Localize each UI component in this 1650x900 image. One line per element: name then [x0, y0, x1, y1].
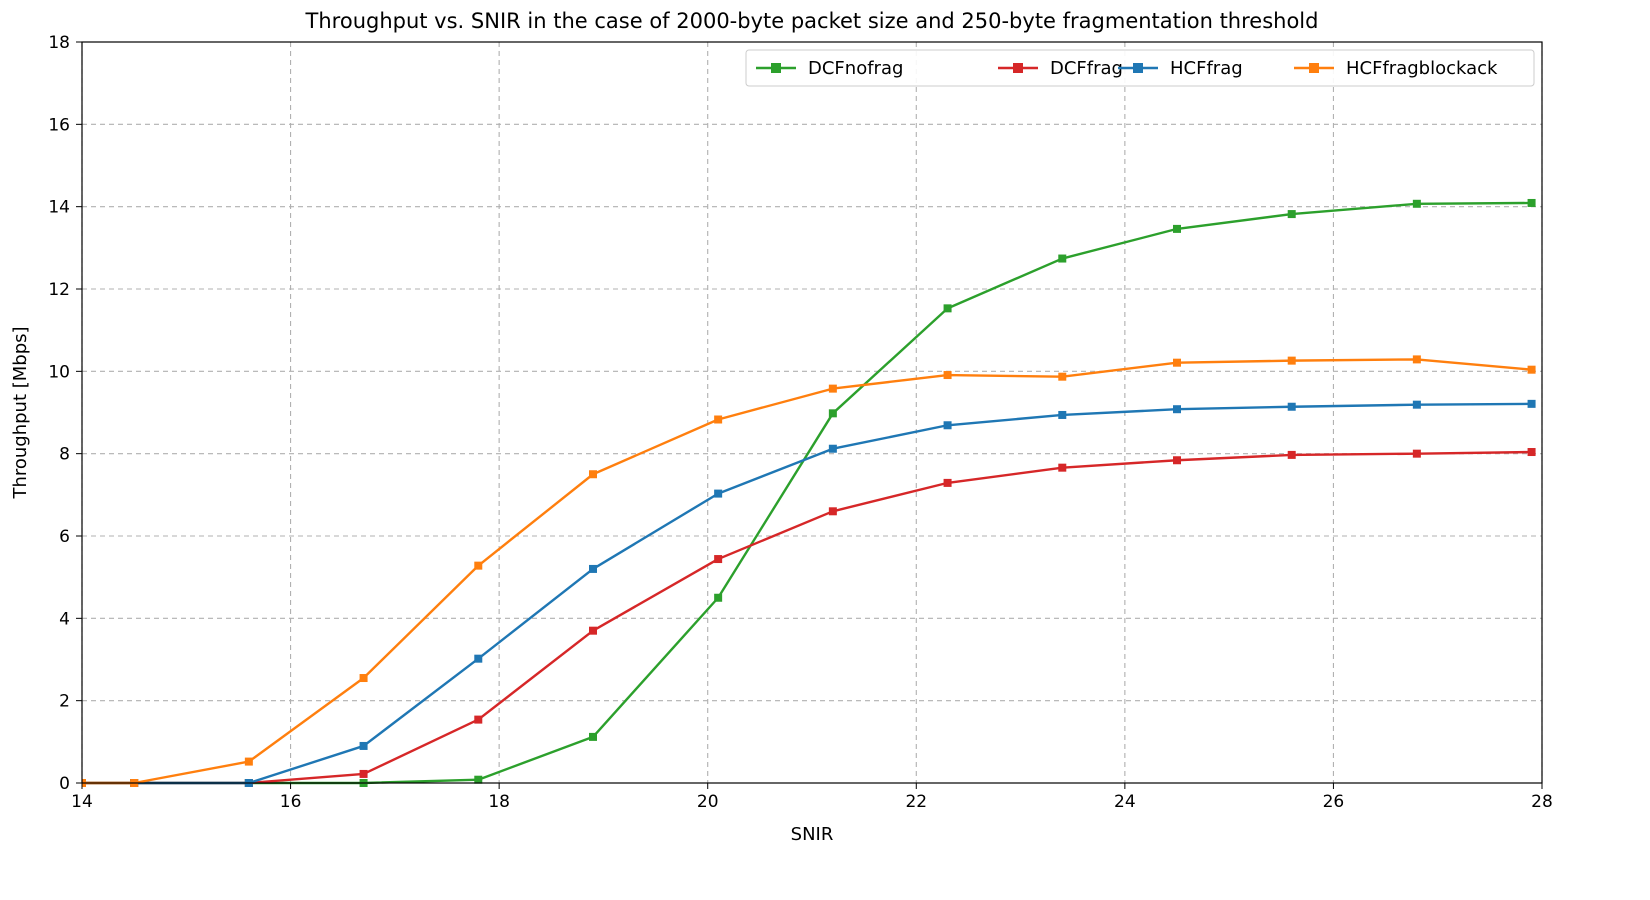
- data-point-DCFnofrag: [828, 409, 837, 418]
- x-tick-label: 28: [1531, 792, 1553, 812]
- y-tick-label: 16: [48, 115, 70, 135]
- data-point-DCFfrag: [589, 626, 597, 635]
- series-HCFfrag: [82, 399, 1536, 787]
- legend-item-HCFfrag: HCFfrag: [1118, 58, 1243, 79]
- legend-marker: [1013, 63, 1023, 73]
- data-point-DCFnofrag: [1287, 210, 1296, 219]
- x-tick-label: 26: [1323, 792, 1345, 812]
- y-tick-label: 14: [48, 198, 70, 218]
- data-point-DCFfrag: [1412, 449, 1421, 458]
- data-point-DCFfrag: [1287, 450, 1296, 459]
- data-point-DCFfrag: [474, 715, 483, 724]
- data-point-HCFfragblockack: [943, 371, 952, 380]
- data-point-HCFfrag: [474, 654, 483, 663]
- series-line-HCFfrag: [82, 402, 1532, 785]
- data-point-HCFfrag: [1412, 400, 1421, 409]
- data-point-DCFfrag: [828, 507, 837, 516]
- data-point-HCFfragblockack: [474, 561, 483, 570]
- legend-label: DCFnofrag: [808, 58, 903, 79]
- data-point-HCFfrag: [589, 564, 597, 573]
- series-HCFfragblockack: [82, 355, 1536, 787]
- series-line-DCFfrag: [82, 450, 1532, 785]
- y-axis-label: Throughput [Mbps]: [10, 326, 31, 499]
- x-tick-label: 14: [71, 792, 93, 812]
- x-tick-label: 22: [905, 792, 927, 812]
- data-point-HCFfrag: [1527, 399, 1536, 408]
- grid-layer: [81, 41, 1543, 784]
- plot-frame: [81, 41, 1543, 784]
- data-point-DCFnofrag: [1527, 198, 1536, 207]
- chart-title: Throughput vs. SNIR in the case of 2000-…: [305, 9, 1319, 33]
- series-layer: [82, 198, 1536, 787]
- data-point-HCFfragblockack: [589, 470, 597, 479]
- data-point-DCFfrag: [943, 478, 952, 487]
- data-point-HCFfragblockack: [1287, 356, 1296, 365]
- data-point-HCFfrag: [359, 741, 368, 750]
- series-DCFnofrag: [82, 198, 1536, 787]
- data-point-DCFnofrag: [714, 593, 723, 602]
- data-point-HCFfrag: [1287, 402, 1296, 411]
- y-tick-label: 18: [48, 33, 70, 53]
- data-point-HCFfragblockack: [1058, 372, 1067, 381]
- y-tick-label: 10: [48, 362, 70, 382]
- series-line-DCFnofrag: [82, 201, 1532, 785]
- series-DCFfrag: [82, 448, 1536, 787]
- y-tick-label: 12: [48, 280, 70, 300]
- legend-marker: [1133, 63, 1143, 73]
- x-tick-label: 16: [280, 792, 302, 812]
- data-point-HCFfrag: [1173, 405, 1181, 414]
- y-tick-label: 2: [59, 692, 70, 712]
- data-point-HCFfragblockack: [1173, 358, 1181, 367]
- y-tick-label: 6: [59, 527, 70, 547]
- legend-item-HCFfragblockack: HCFfragblockack: [1294, 58, 1498, 79]
- legend-marker: [771, 63, 781, 73]
- data-point-HCFfragblockack: [1527, 365, 1536, 374]
- legend-item-DCFnofrag: DCFnofrag: [756, 58, 903, 79]
- data-point-HCFfrag: [828, 444, 837, 453]
- y-tick-label: 0: [59, 774, 70, 794]
- data-point-DCFnofrag: [474, 775, 483, 784]
- x-axis-label: SNIR: [791, 824, 834, 845]
- data-point-DCFnofrag: [1412, 199, 1421, 208]
- data-point-HCFfragblockack: [714, 415, 723, 424]
- data-point-DCFnofrag: [1058, 254, 1067, 263]
- data-point-HCFfragblockack: [244, 757, 253, 766]
- data-point-HCFfrag: [714, 489, 723, 498]
- data-point-HCFfrag: [1058, 410, 1067, 419]
- legend-label: DCFfrag: [1050, 58, 1123, 79]
- legend: DCFnofrag DCFfrag HCFfrag HCFfragblockack: [745, 49, 1535, 87]
- x-tick-label: 20: [697, 792, 719, 812]
- data-point-DCFnofrag: [943, 304, 952, 313]
- legend-label: HCFfrag: [1170, 58, 1243, 79]
- data-point-DCFnofrag: [1173, 224, 1181, 233]
- x-tick-label: 18: [488, 792, 510, 812]
- data-point-DCFfrag: [1527, 448, 1536, 457]
- data-point-DCFfrag: [1173, 456, 1181, 465]
- data-point-DCFfrag: [359, 769, 368, 778]
- y-tick-label: 8: [59, 445, 70, 465]
- series-line-HCFfragblockack: [82, 358, 1532, 785]
- data-point-DCFfrag: [1058, 463, 1067, 472]
- legend-item-DCFfrag: DCFfrag: [998, 58, 1123, 79]
- data-point-HCFfragblockack: [1412, 355, 1421, 364]
- data-point-DCFfrag: [714, 555, 723, 564]
- x-tick-label: 24: [1114, 792, 1136, 812]
- y-tick-label: 4: [59, 609, 70, 629]
- legend-marker: [1309, 63, 1319, 73]
- data-point-DCFnofrag: [589, 732, 597, 741]
- legend-label: HCFfragblockack: [1346, 58, 1498, 79]
- data-point-HCFfragblockack: [359, 674, 368, 683]
- data-point-HCFfragblockack: [828, 384, 837, 393]
- data-point-HCFfrag: [943, 421, 952, 430]
